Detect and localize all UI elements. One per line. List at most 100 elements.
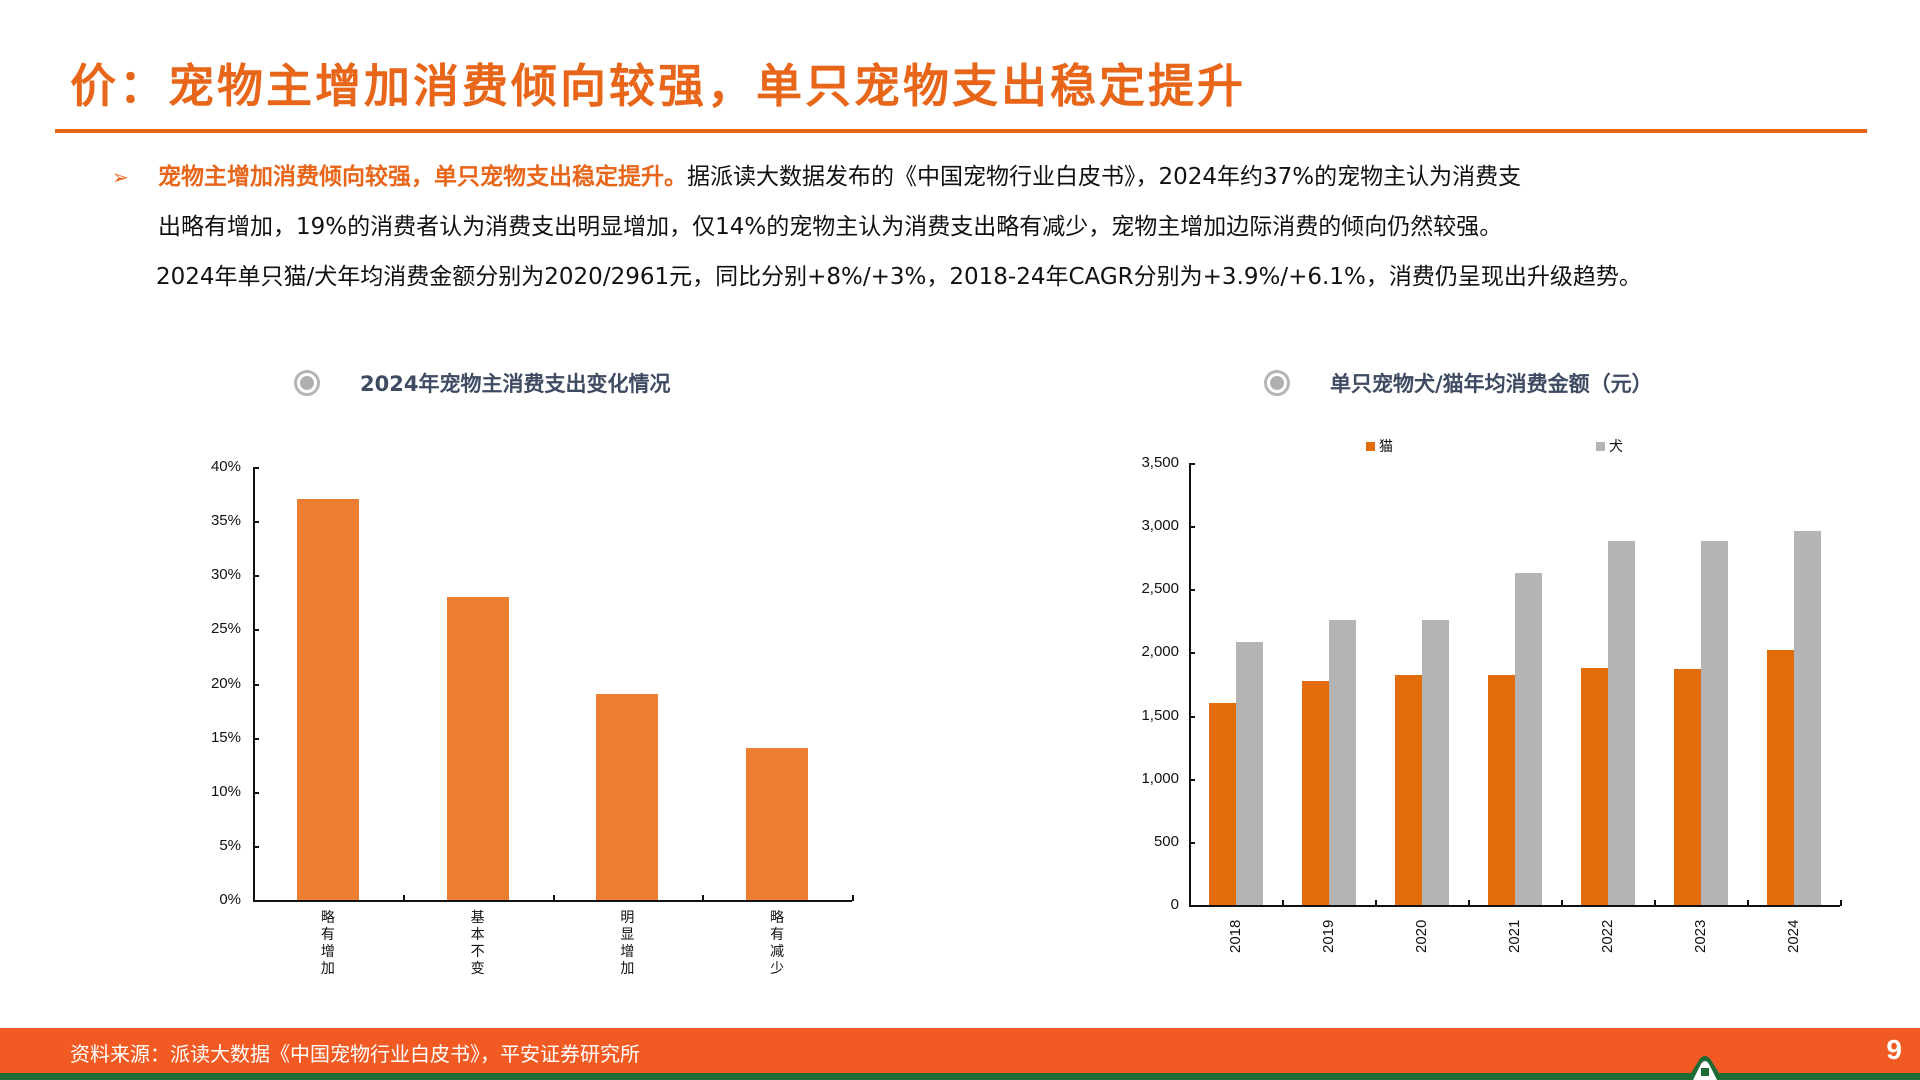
y-tick-label: 3,500 [1141, 454, 1179, 471]
y-tick [253, 737, 259, 740]
page-title: 价：宠物主增加消费倾向较强，单只宠物支出稳定提升 [70, 59, 1246, 113]
bar-略有减少 [746, 748, 809, 900]
y-tick [1189, 463, 1195, 465]
y-tick [1189, 589, 1195, 592]
summary-paragraph: ➢ 宠物主增加消费倾向较强，单只宠物支出稳定提升。据派读大数据发布的《中国宠物行业… [112, 152, 1892, 302]
y-tick-label: 40% [210, 458, 241, 475]
x-axis [1189, 905, 1840, 907]
legend-swatch-dog [1596, 441, 1605, 451]
bar-犬-2024 [1793, 531, 1821, 905]
x-tick [1375, 900, 1377, 906]
bar-猫-2019 [1301, 681, 1329, 905]
x-category-label: 略有增加 [320, 910, 335, 977]
x-tick [1840, 900, 1842, 906]
y-tick-label: 1,500 [1141, 706, 1179, 724]
bar-猫-2021 [1487, 675, 1515, 905]
x-category-label: 略有减少 [770, 910, 785, 977]
arrow-bullet-icon: ➢ [112, 165, 129, 189]
x-tick [552, 895, 555, 901]
x-tick [1747, 900, 1749, 906]
x-category-label: 2020 [1412, 919, 1430, 953]
bar-猫-2023 [1673, 668, 1701, 905]
x-category-label: 明显增加 [620, 910, 635, 977]
y-tick-label: 500 [1153, 832, 1179, 850]
x-tick [402, 895, 405, 901]
y-axis [1189, 463, 1191, 906]
x-tick [1468, 900, 1470, 906]
radio-bullet-icon [294, 370, 320, 396]
y-tick [253, 575, 259, 578]
x-tick [1561, 900, 1563, 906]
y-tick-label: 5% [219, 836, 241, 854]
y-tick-label: 20% [210, 674, 241, 692]
bar-猫-2020 [1394, 675, 1422, 905]
y-tick-label: 2,500 [1141, 580, 1179, 598]
paragraph-line-2: 出略有增加，19%的消费者认为消费支出明显增加，仅14%的宠物主认为消费支出略有… [158, 214, 1503, 240]
y-tick-label: 0 [1170, 896, 1179, 913]
x-tick [702, 895, 705, 901]
bar-犬-2022 [1607, 541, 1635, 905]
x-category-label: 2021 [1505, 919, 1523, 953]
bar-犬-2021 [1514, 572, 1542, 905]
x-tick [1282, 900, 1284, 906]
y-tick-label: 10% [210, 782, 241, 800]
y-tick-label: 0% [219, 891, 241, 908]
bar-猫-2024 [1766, 649, 1794, 905]
source-note: 资料来源：派读大数据《中国宠物行业白皮书》，平安证券研究所 [70, 1042, 640, 1066]
y-tick-label: 2,000 [1141, 643, 1179, 661]
bar-基本不变 [446, 596, 509, 900]
x-category-label: 2018 [1226, 919, 1244, 953]
y-tick-label: 15% [210, 728, 241, 746]
y-tick [253, 900, 259, 902]
y-tick-label: 30% [210, 566, 241, 584]
y-tick [253, 683, 259, 686]
chart-title-spending-change: 2024年宠物主消费支出变化情况 [294, 368, 670, 398]
y-tick [1189, 715, 1195, 718]
bar-犬-2023 [1700, 541, 1728, 905]
legend-item-dog: 犬 [1596, 436, 1623, 456]
y-tick-label: 3,000 [1141, 517, 1179, 535]
page-number: 9 [1886, 1034, 1902, 1065]
paragraph-text: 据派读大数据发布的《中国宠物行业白皮书》，2024年约37%的宠物主认为消费支 [687, 164, 1522, 190]
paragraph-line-1: ➢ 宠物主增加消费倾向较强，单只宠物支出稳定提升。据派读大数据发布的《中国宠物行业… [112, 152, 1892, 202]
y-tick-label: 1,000 [1141, 769, 1179, 787]
x-tick [852, 895, 854, 901]
x-category-label: 2019 [1319, 919, 1337, 953]
y-tick [253, 629, 259, 632]
x-category-label: 2022 [1598, 919, 1616, 953]
chart-title-text: 2024年宠物主消费支出变化情况 [360, 372, 671, 396]
legend-label: 猫 [1379, 439, 1393, 455]
y-tick-label: 35% [210, 512, 241, 530]
legend-label: 犬 [1609, 439, 1623, 455]
x-category-label: 2023 [1691, 919, 1709, 953]
paragraph-line-3: 2024年单只猫/犬年均消费金额分别为2020/2961元，同比分别+8%/+3… [156, 264, 1642, 290]
highlight-text: 宠物主增加消费倾向较强，单只宠物支出稳定提升。 [158, 164, 687, 190]
legend-item-cat: 猫 [1366, 436, 1393, 456]
bar-明显增加 [596, 694, 659, 900]
y-tick [1189, 778, 1195, 781]
title-divider [55, 129, 1867, 133]
legend-swatch-cat [1366, 441, 1375, 451]
y-tick [253, 845, 259, 848]
company-logo-icon [1687, 1056, 1723, 1080]
y-tick-label: 25% [210, 620, 241, 638]
y-tick [1189, 905, 1195, 907]
y-tick [253, 791, 259, 794]
y-tick [253, 521, 259, 524]
bar-犬-2019 [1328, 619, 1356, 905]
x-axis [253, 900, 852, 902]
y-tick [1189, 526, 1195, 529]
chart-title-annual-spend: 单只宠物犬/猫年均消费金额（元） [1264, 368, 1653, 398]
x-category-label: 基本不变 [470, 910, 485, 977]
y-tick [1189, 652, 1195, 655]
radio-bullet-icon [1264, 370, 1290, 396]
x-tick [1654, 900, 1656, 906]
bar-略有增加 [296, 499, 359, 900]
y-tick [253, 467, 259, 469]
x-category-label: 2024 [1784, 919, 1802, 953]
bar-猫-2022 [1580, 667, 1608, 905]
bar-猫-2018 [1208, 702, 1236, 905]
bar-犬-2018 [1235, 642, 1263, 905]
chart-title-text: 单只宠物犬/猫年均消费金额（元） [1330, 372, 1653, 396]
bar-犬-2020 [1421, 619, 1449, 905]
